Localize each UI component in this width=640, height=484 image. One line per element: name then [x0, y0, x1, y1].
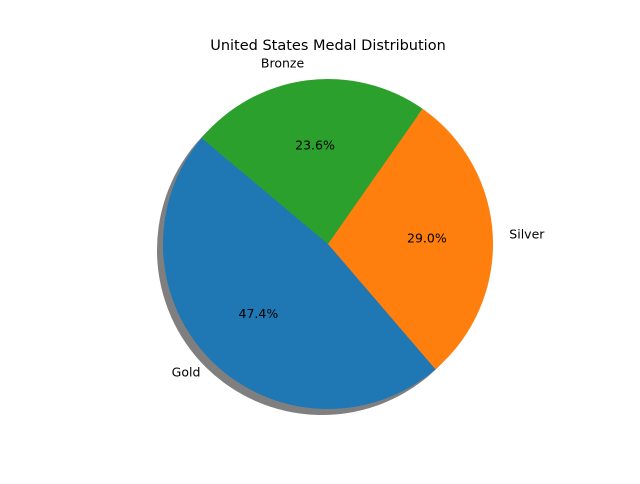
pct-label-bronze: 23.6% — [295, 137, 335, 152]
slice-label-gold: Gold — [172, 365, 201, 380]
slice-gold — [162, 137, 436, 410]
slice-label-silver: Silver — [509, 227, 545, 242]
slice-label-bronze: Bronze — [261, 56, 305, 71]
pie-labels: Gold 47.4% Silver 29.0% Bronze 23.6% — [172, 56, 546, 380]
pct-label-gold: 47.4% — [239, 306, 279, 321]
chart-title: United States Medal Distribution — [210, 38, 446, 54]
pie-slices — [162, 78, 494, 410]
slice-silver — [328, 108, 494, 370]
slice-bronze — [201, 78, 423, 244]
pct-label-silver: 29.0% — [407, 231, 447, 246]
